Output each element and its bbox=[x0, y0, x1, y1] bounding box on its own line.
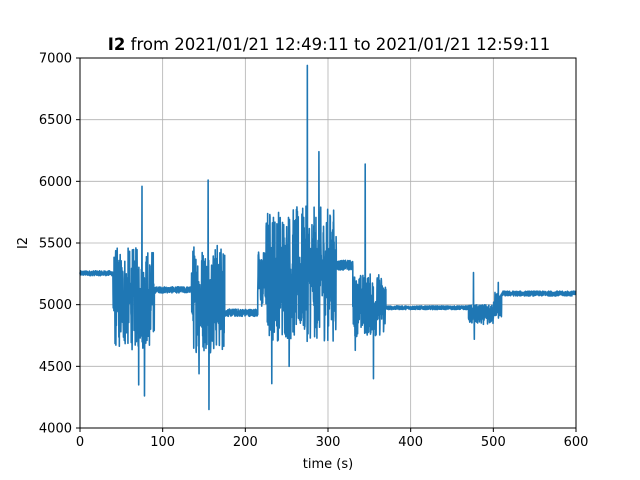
axis-ticks: 0 100 200 300 400 500 600 4000 4500 5000 5500 6000 6… bbox=[39, 52, 589, 451]
chart-title: I2 from 2021/01/21 12:49:11 to 2021/01/2… bbox=[108, 35, 550, 54]
x-tick-label: 400 bbox=[398, 435, 423, 450]
y-axis-label: I2 bbox=[16, 237, 31, 249]
y-tick-label: 5500 bbox=[39, 237, 72, 252]
x-tick-label: 200 bbox=[233, 435, 258, 450]
x-tick-label: 0 bbox=[76, 435, 84, 450]
x-tick-label: 500 bbox=[481, 435, 506, 450]
x-axis-label: time (s) bbox=[303, 457, 353, 472]
x-tick-label: 300 bbox=[316, 435, 341, 450]
chart-title-bold: I2 bbox=[108, 35, 126, 54]
y-tick-label: 5000 bbox=[39, 298, 72, 313]
chart-title-rest: from 2021/01/21 12:49:11 to 2021/01/21 1… bbox=[125, 35, 550, 54]
y-tick-label: 4500 bbox=[39, 360, 72, 375]
x-tick-label: 100 bbox=[150, 435, 175, 450]
y-tick-label: 4000 bbox=[39, 422, 72, 437]
plot-area bbox=[79, 64, 577, 411]
y-tick-label: 7000 bbox=[39, 52, 72, 67]
series-line bbox=[79, 64, 577, 411]
y-tick-label: 6000 bbox=[39, 175, 72, 190]
y-tick-label: 6500 bbox=[39, 113, 72, 128]
x-tick-label: 600 bbox=[564, 435, 589, 450]
